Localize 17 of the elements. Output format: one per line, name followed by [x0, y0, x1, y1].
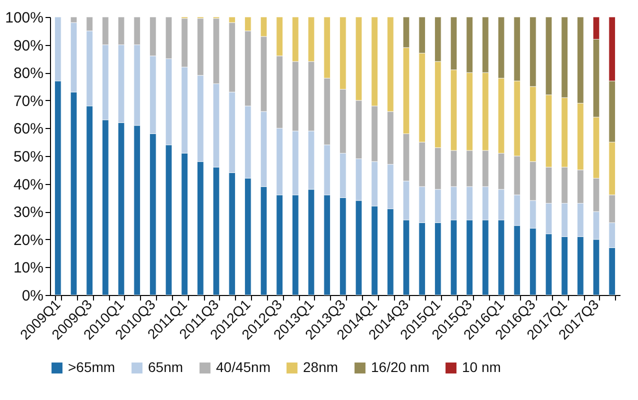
- y-tick-label: 0%: [22, 288, 44, 304]
- y-tick-label: 60%: [13, 120, 44, 138]
- legend-label: 65nm: [148, 359, 184, 375]
- legend-label: >65mm: [68, 359, 116, 375]
- y-tick-label: 50%: [13, 148, 44, 166]
- y-tick-label: 20%: [13, 232, 44, 249]
- y-tick-label: 70%: [13, 92, 44, 110]
- legend-label: 40/45nm: [216, 359, 270, 375]
- legend-label: 10 nm: [462, 359, 501, 375]
- y-tick-label: 90%: [13, 37, 44, 54]
- legend-label: 16/20 nm: [371, 359, 430, 375]
- y-tick-label: 80%: [13, 65, 44, 82]
- legend-label: 28nm: [303, 359, 338, 375]
- y-tick-label: 40%: [13, 176, 44, 194]
- y-tick-label: 100%: [5, 10, 44, 26]
- y-tick-label: 30%: [13, 204, 44, 222]
- y-tick-label: 10%: [13, 260, 44, 277]
